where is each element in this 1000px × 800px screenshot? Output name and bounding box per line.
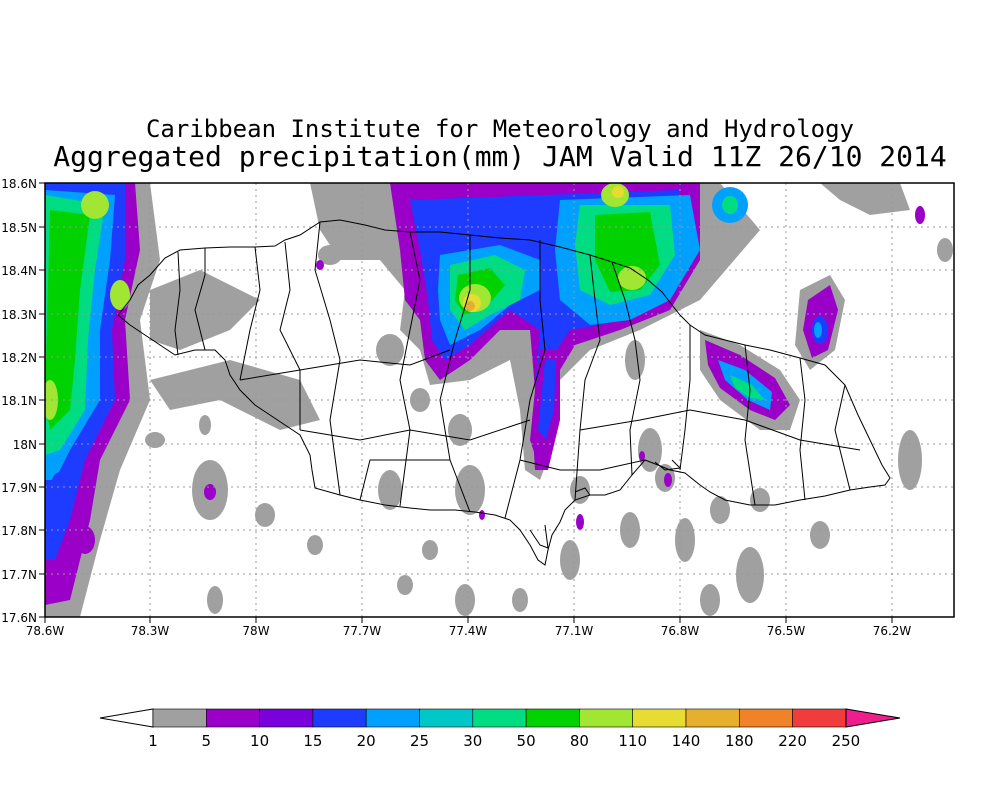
colorbar-swatch — [312, 708, 367, 728]
colorbar-swatch — [419, 708, 474, 728]
chart-title-line1: Caribbean Institute for Meteorology and … — [145, 115, 854, 143]
gridlines — [45, 183, 954, 617]
lat-tick-label: 17.9N — [1, 481, 37, 495]
colorbar-label: 30 — [463, 732, 482, 750]
colorbar-swatch — [472, 708, 527, 728]
colorbar-label: 10 — [250, 732, 269, 750]
lon-tick-label: 77.7W — [343, 624, 382, 638]
colorbar-label: 50 — [517, 732, 536, 750]
lat-tick-label: 17.6N — [1, 611, 37, 625]
colorbar-label: 1 — [148, 732, 158, 750]
colorbar-labels: 1 5 10 15 20 25 30 50 80 110 140 180 220 250 — [148, 732, 860, 750]
colorbar-swatch — [579, 708, 634, 728]
colorbar-swatch — [632, 708, 687, 728]
colorbar-swatch — [738, 708, 793, 728]
lon-tick-label: 78.6W — [26, 624, 65, 638]
lat-tick-label: 18.1N — [1, 394, 37, 408]
colorbar-label: 110 — [618, 732, 647, 750]
lat-tick-label: 18.6N — [1, 177, 37, 191]
colorbar-over-arrow — [845, 708, 901, 728]
colorbar-swatch — [365, 708, 420, 728]
colorbar-swatches — [152, 708, 847, 728]
colorbar-label: 5 — [202, 732, 212, 750]
precip-north-band — [310, 183, 760, 480]
coastal-details — [529, 459, 682, 549]
precip-west-band — [45, 183, 160, 617]
colorbar-swatch — [525, 708, 580, 728]
colorbar-label: 250 — [832, 732, 861, 750]
lon-tick-label: 78.3W — [131, 624, 170, 638]
tick-marks — [39, 182, 893, 623]
lat-tick-label: 17.8N — [1, 524, 37, 538]
lon-tick-label: 76.5W — [767, 624, 806, 638]
lon-tick-label: 76.2W — [873, 624, 912, 638]
precip-field — [45, 183, 953, 617]
colorbar-label: 20 — [357, 732, 376, 750]
colorbar-label: 15 — [303, 732, 322, 750]
lat-tick-label: 18.2N — [1, 351, 37, 365]
lat-tick-label: 18.3N — [1, 308, 37, 322]
lon-tick-label: 76.8W — [661, 624, 700, 638]
lon-tick-label: 77.1W — [555, 624, 594, 638]
lat-tick-label: 17.7N — [1, 568, 37, 582]
jamaica-outline — [117, 219, 891, 566]
precip-scattered — [145, 238, 953, 616]
lon-tick-labels: 78.6W 78.3W 78W 77.7W 77.4W 77.1W 76.8W … — [26, 624, 912, 638]
colorbar-swatch — [152, 708, 207, 728]
lon-tick-label: 77.4W — [449, 624, 488, 638]
colorbar-label: 80 — [570, 732, 589, 750]
colorbar-swatch — [685, 708, 740, 728]
precip-small-cells — [204, 260, 672, 530]
colorbar-label: 140 — [672, 732, 701, 750]
colorbar-legend: 1 5 10 15 20 25 30 50 80 110 140 180 220 250 — [99, 708, 901, 750]
colorbar-label: 220 — [778, 732, 807, 750]
colorbar-swatch — [792, 708, 847, 728]
lat-tick-labels: 18.6N 18.5N 18.4N 18.3N 18.2N 18.1N 18N … — [1, 177, 37, 625]
colorbar-swatch — [206, 708, 260, 728]
colorbar-label: 180 — [725, 732, 754, 750]
lon-tick-label: 78W — [242, 624, 269, 638]
colorbar-swatch — [259, 708, 314, 728]
chart-title-line2: Aggregated precipitation(mm) JAM Valid 1… — [53, 140, 947, 173]
precip-east-cells — [700, 183, 925, 430]
colorbar-label: 25 — [410, 732, 429, 750]
lat-tick-label: 18N — [13, 438, 37, 452]
lat-tick-label: 18.4N — [1, 264, 37, 278]
lat-tick-label: 18.5N — [1, 221, 37, 235]
colorbar-under-arrow — [99, 708, 154, 728]
